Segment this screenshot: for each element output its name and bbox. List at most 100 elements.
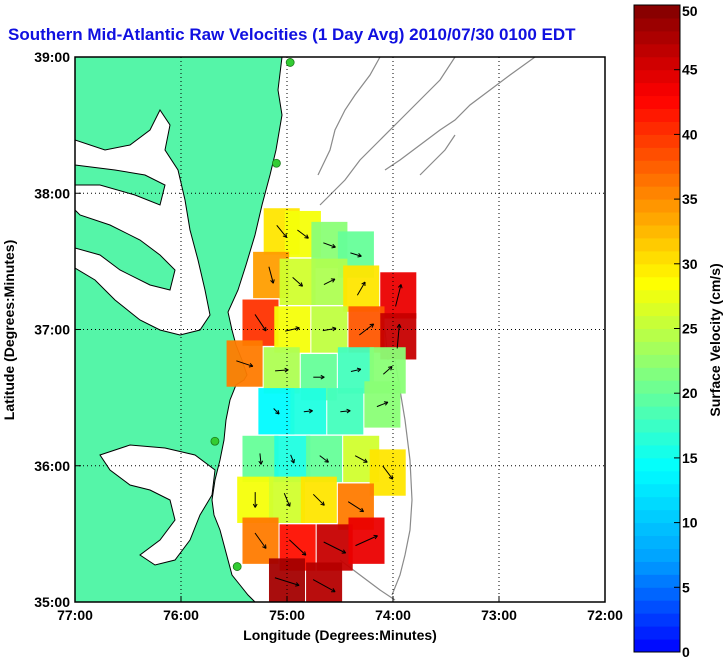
velocity-arrow: [303, 408, 313, 414]
arrow-shaft: [268, 266, 274, 284]
arrow-head: [343, 549, 347, 554]
arrow-head: [346, 408, 351, 412]
arrow-head: [356, 367, 361, 370]
arrow-head: [371, 323, 375, 328]
velocity-arrow: [350, 367, 362, 373]
colorbar-tick-label: 30: [682, 256, 698, 272]
arrow-shaft: [259, 453, 262, 465]
arrow-shaft: [323, 242, 336, 248]
pamlico-sound: [99, 444, 216, 566]
arrow-head: [357, 255, 362, 258]
arrow-shaft: [276, 225, 288, 238]
colorbar-tick-label: 45: [682, 62, 698, 78]
velocity-arrow: [258, 453, 264, 465]
colorbar-tick-label: 20: [682, 385, 698, 401]
colorbar-segment: [634, 199, 680, 213]
colorbar-segment: [634, 56, 680, 71]
colorbar-segment: [634, 30, 680, 45]
colorbar-segment: [634, 134, 680, 148]
arrow-shaft: [254, 314, 267, 332]
colorbar-segment: [634, 43, 680, 58]
velocity-arrow: [290, 454, 295, 464]
colorbar-segment: [634, 522, 680, 537]
radar-station-marker: [210, 436, 220, 446]
x-tick-label: 72:00: [587, 607, 623, 623]
velocity-arrow: [273, 408, 280, 415]
colorbar-tick-label: 50: [682, 3, 698, 19]
arrow-head: [304, 237, 309, 239]
arrow-head: [332, 326, 337, 329]
arrow-head: [286, 503, 291, 507]
colorbar-segment: [634, 613, 680, 627]
arrow-head: [306, 234, 309, 239]
velocity-arrow: [323, 278, 336, 286]
arrow-head: [369, 323, 374, 326]
velocity-arrow: [350, 252, 362, 258]
velocity-arrows: [236, 225, 403, 593]
colorbar-segment: [634, 626, 680, 640]
colorbar-tick-label: 35: [682, 191, 698, 207]
velocity-arrow: [254, 532, 267, 549]
arrow-shaft: [285, 327, 300, 332]
colorbar-segment: [634, 406, 680, 420]
y-tick-label: 35:00: [34, 594, 70, 610]
arrow-head: [295, 326, 300, 329]
arrow-shaft: [283, 493, 291, 507]
colorbar-segment: [634, 600, 680, 614]
velocity-arrow: [354, 455, 368, 463]
arrow-shaft: [322, 327, 337, 332]
colorbar-segment: [634, 574, 680, 588]
velocity-arrow: [356, 281, 366, 296]
velocity-arrow: [322, 326, 337, 332]
colorbar-segment: [634, 237, 680, 252]
x-tick-label: 76:00: [163, 607, 199, 623]
velocity-arrow: [268, 266, 275, 284]
colorbar-segment: [634, 380, 680, 394]
colorbar-segment: [634, 470, 680, 485]
velocity-arrow: [276, 225, 288, 238]
arrow-shaft: [395, 284, 402, 307]
x-tick-label: 74:00: [375, 607, 411, 623]
colorbar-segment: [634, 289, 680, 304]
x-tick-label: 73:00: [481, 607, 517, 623]
velocity-arrow: [289, 539, 307, 556]
radar-station-marker: [232, 562, 242, 571]
arrow-head: [326, 458, 329, 463]
colorbar-segment: [634, 432, 680, 446]
colorbar-segment: [634, 367, 680, 381]
colorbar-segment: [634, 587, 680, 601]
arrow-head: [270, 280, 274, 284]
arrow-shaft: [350, 368, 361, 372]
y-tick-label: 36:00: [34, 458, 70, 474]
velocity-arrow: [252, 492, 258, 508]
colorbar-tick-label: 0: [682, 644, 690, 659]
arrow-head: [249, 363, 254, 367]
arrow-head: [331, 246, 336, 249]
arrow-head: [388, 477, 393, 480]
radar-stations: [210, 58, 295, 571]
arrow-head: [400, 284, 403, 289]
colorbar-segment: [634, 302, 680, 317]
arrow-head: [361, 281, 366, 285]
colorbar-segment: [634, 224, 680, 239]
x-tick-label: 77:00: [57, 607, 93, 623]
arrow-shaft: [297, 229, 309, 239]
radar-station-marker: [271, 158, 281, 168]
velocity-arrow: [313, 374, 325, 380]
arrow-shaft: [382, 465, 394, 480]
arrow-head: [260, 460, 264, 465]
colorbar-tick-label: 15: [682, 450, 698, 466]
y-tick-label: 38:00: [34, 185, 70, 201]
colorbar-segment: [634, 121, 680, 135]
colorbar-segment: [634, 639, 680, 653]
arrow-head: [275, 412, 280, 415]
arrow-head: [298, 284, 303, 287]
colorbar-segment: [634, 250, 680, 265]
velocity-arrow: [275, 367, 289, 373]
arrow-shaft: [356, 281, 366, 296]
arrow-shaft: [290, 454, 295, 464]
arrow-head: [304, 551, 307, 556]
arrow-shaft: [350, 252, 362, 257]
arrow-head: [285, 233, 288, 238]
arrow-head: [320, 503, 325, 506]
